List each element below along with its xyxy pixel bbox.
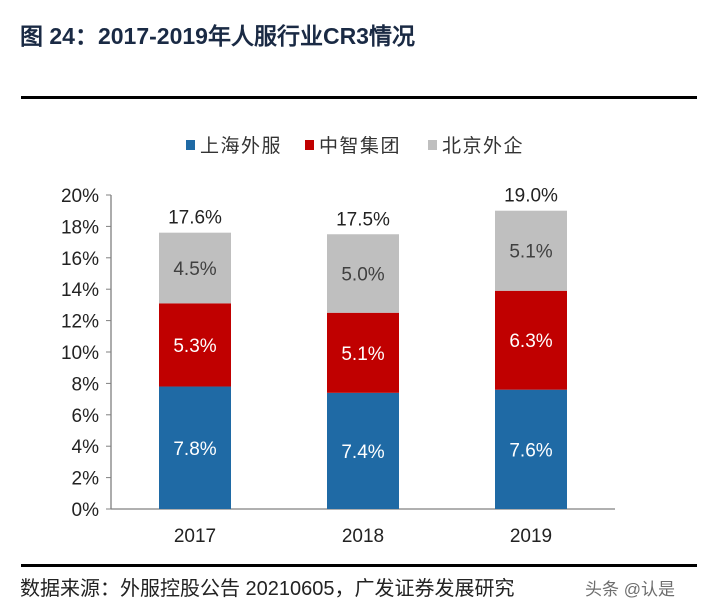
y-tick-label: 0% <box>72 500 100 521</box>
y-tick-label: 10% <box>61 343 99 364</box>
data-label: 4.5% <box>173 259 216 280</box>
stacked-bar-chart: 0% 2% 4% 6% 8% 10% 12% 14% 16% 18% 20% 7.8% 5.3% 4.5%… <box>61 135 615 547</box>
total-label: 17.6% <box>168 208 222 229</box>
bar-segment-2019-2 <box>495 210 567 291</box>
legend-label: 北京外企 <box>442 135 524 157</box>
legend-label: 中智集团 <box>319 135 401 157</box>
y-tick-label: 12% <box>61 312 99 333</box>
y-tick-label: 6% <box>72 406 100 427</box>
data-label: 5.1% <box>509 242 552 263</box>
figure-title: 图 24：2017-2019年人服行业CR3情况 <box>20 23 415 49</box>
bar-segment-2017-0 <box>159 386 231 509</box>
bar-segment-2019-0 <box>495 389 567 509</box>
watermark: 头条 @认是 <box>585 580 675 599</box>
y-tick-label: 8% <box>72 374 100 395</box>
y-tick-label: 2% <box>72 469 100 490</box>
y-tick-label: 18% <box>61 217 99 238</box>
total-label: 19.0% <box>504 186 558 207</box>
y-tick-label: 4% <box>72 437 100 458</box>
data-label: 6.3% <box>509 331 552 352</box>
bottom-divider <box>21 564 697 567</box>
legend-swatch-1 <box>305 140 314 150</box>
y-tick-label: 20% <box>61 186 99 207</box>
data-label: 5.0% <box>341 265 384 286</box>
bar-segment-2017-2 <box>159 232 231 304</box>
bar-segment-2018-1 <box>327 312 399 393</box>
data-label: 7.8% <box>173 439 216 460</box>
legend-label: 上海外服 <box>200 135 282 157</box>
x-tick-label: 2019 <box>510 526 552 547</box>
data-label: 7.4% <box>341 442 384 463</box>
data-label: 5.3% <box>173 336 216 357</box>
data-label: 5.1% <box>341 344 384 365</box>
x-tick-label: 2017 <box>174 526 216 547</box>
top-divider <box>21 96 697 99</box>
bar-segment-2017-1 <box>159 303 231 387</box>
total-label: 17.5% <box>336 209 390 230</box>
bar-segment-2018-0 <box>327 392 399 509</box>
bar-segment-2019-1 <box>495 290 567 390</box>
data-label: 7.6% <box>509 440 552 461</box>
y-tick-label: 16% <box>61 249 99 270</box>
bar-segment-2018-2 <box>327 234 399 313</box>
legend-swatch-0 <box>186 140 195 150</box>
source-note: 数据来源：外服控股公告 20210605，广发证券发展研究 <box>20 578 515 600</box>
x-tick-label: 2018 <box>342 526 384 547</box>
y-tick-label: 14% <box>61 280 99 301</box>
legend-swatch-2 <box>428 140 437 150</box>
